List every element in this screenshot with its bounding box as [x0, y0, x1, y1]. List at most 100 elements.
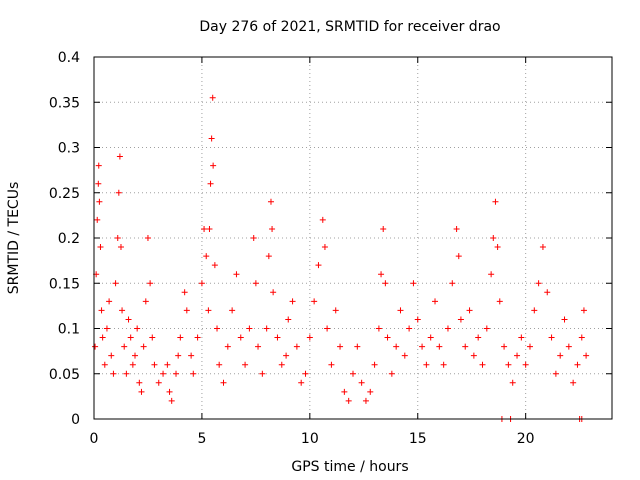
data-point [341, 388, 348, 395]
data-point [544, 289, 551, 296]
data-point [578, 334, 585, 341]
data-point [539, 244, 546, 251]
data-point [252, 280, 259, 287]
data-point [117, 244, 124, 251]
data-point [490, 235, 497, 241]
data-point [444, 325, 451, 332]
data-point [190, 370, 197, 377]
data-point [311, 298, 318, 305]
data-point [201, 225, 208, 232]
data-point [462, 343, 469, 350]
data-point [496, 298, 503, 305]
data-point [561, 316, 568, 323]
data-point [211, 262, 218, 269]
data-point [557, 352, 564, 359]
data-point [210, 162, 217, 169]
data-point [224, 343, 231, 350]
chart-title: Day 276 of 2021, SRMTID for receiver dra… [199, 19, 500, 35]
data-point [548, 334, 555, 341]
data-point [134, 325, 141, 332]
data-point [274, 334, 281, 341]
data-point [354, 343, 361, 350]
data-point [233, 271, 240, 278]
data-point [96, 198, 103, 205]
data-point [183, 307, 190, 314]
data-point [97, 244, 104, 251]
data-point [332, 307, 339, 314]
data-point [147, 280, 154, 287]
data-point [358, 379, 365, 386]
data-point [168, 397, 175, 404]
data-point [259, 370, 266, 377]
data-point [140, 343, 147, 350]
data-point [432, 298, 439, 305]
data-point [155, 379, 162, 386]
data-point [552, 370, 559, 377]
data-point [216, 361, 223, 368]
data-point [302, 370, 309, 377]
data-point [514, 352, 521, 359]
y-tick-label: 0.3 [58, 141, 80, 157]
data-point [397, 307, 404, 314]
data-point [483, 325, 490, 332]
data-point [414, 316, 421, 323]
x-tick-label: 0 [90, 431, 99, 447]
data-point [270, 289, 277, 296]
data-point [101, 361, 108, 368]
data-point [95, 162, 102, 169]
data-point [419, 343, 426, 350]
data-point [175, 352, 182, 359]
data-point [535, 280, 542, 287]
data-point [114, 235, 121, 241]
data-point [205, 307, 212, 314]
data-point [246, 325, 253, 332]
y-tick-label: 0.4 [58, 50, 80, 66]
data-point [382, 280, 389, 287]
data-point [181, 289, 188, 296]
data-point [362, 397, 369, 404]
data-point [123, 370, 130, 377]
y-tick-label: 0.05 [49, 367, 80, 383]
data-point [283, 352, 290, 359]
data-point [138, 388, 145, 395]
data-point [132, 352, 139, 359]
data-point [208, 135, 215, 142]
data-point [116, 153, 123, 160]
data-point [237, 334, 244, 341]
data-point [269, 225, 276, 232]
data-points [92, 94, 590, 422]
data-point [112, 280, 119, 287]
data-point [103, 325, 110, 332]
data-point [393, 343, 400, 350]
data-point [173, 370, 180, 377]
data-point [267, 198, 274, 205]
x-tick-label: 5 [197, 431, 206, 447]
data-point [378, 271, 385, 278]
x-tick-label: 15 [409, 431, 427, 447]
data-point [95, 180, 102, 187]
data-point [125, 316, 132, 323]
plot-border [93, 56, 613, 420]
data-point [518, 334, 525, 341]
data-point [384, 334, 391, 341]
data-point [449, 280, 456, 287]
data-point [401, 352, 408, 359]
data-point [427, 334, 434, 341]
data-point [250, 235, 257, 241]
y-tick-label: 0 [71, 412, 80, 428]
data-point [466, 307, 473, 314]
data-point [188, 352, 195, 359]
data-point [324, 325, 331, 332]
y-tick-label: 0.25 [49, 186, 80, 202]
data-point [380, 225, 387, 232]
data-point [263, 325, 270, 332]
x-tick-label: 20 [517, 431, 535, 447]
y-tick-label: 0.2 [58, 231, 80, 247]
data-point [160, 370, 167, 377]
data-point [306, 334, 313, 341]
data-point [494, 244, 501, 251]
data-point [194, 334, 201, 341]
data-point [315, 262, 322, 269]
